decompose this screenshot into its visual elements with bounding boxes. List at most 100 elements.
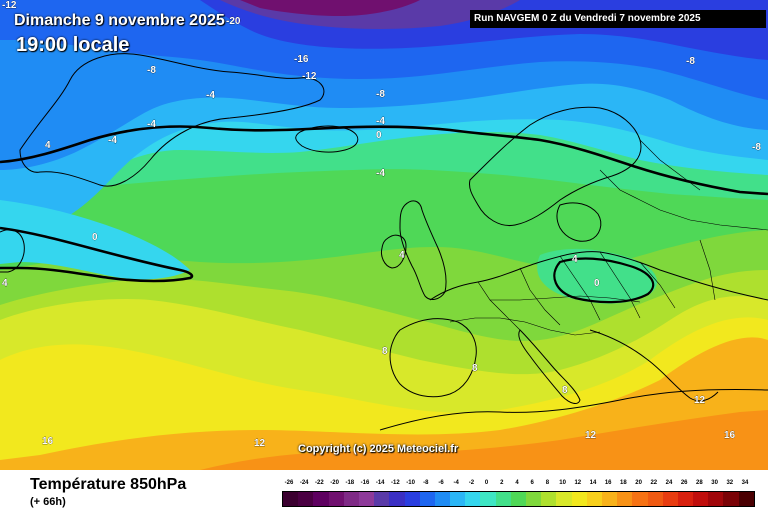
scale-label: -14 [375, 480, 385, 486]
scale-swatch [328, 492, 344, 506]
field-poland-pocket [537, 248, 658, 304]
scale-label: -24 [299, 480, 309, 486]
lead-time: (+ 66h) [30, 496, 66, 508]
scale-label: 32 [726, 480, 734, 486]
border-2 [519, 267, 561, 326]
isotherm-label-16-east: 16 [724, 430, 736, 441]
field-magenta [240, 0, 420, 16]
scale-label: -20 [330, 480, 339, 486]
scale-swatch [298, 492, 314, 506]
scale-label: 10 [559, 480, 566, 486]
scale-swatch [526, 492, 542, 506]
scale-swatch [693, 492, 709, 506]
scale-swatch [738, 492, 754, 506]
temperature-map: -12 -20 -16 -12 -8 -4 -8 -4 -4 4 -4 0 -4… [0, 0, 768, 470]
isotherm-label-8-france: 8 [382, 346, 388, 357]
scale-label: 14 [589, 480, 597, 486]
color-scale-bar [282, 491, 755, 507]
scale-swatch [480, 492, 496, 506]
scale-swatch [419, 492, 435, 506]
isotherm-zero-west [0, 226, 194, 283]
scale-swatch [662, 492, 678, 506]
map-canvas [0, 0, 768, 470]
scale-label: -4 [453, 480, 459, 486]
border-5 [639, 261, 676, 309]
scale-label: -16 [360, 480, 370, 486]
scale-label: 2 [500, 480, 504, 486]
scale-label: -6 [438, 480, 444, 486]
scale-swatch [647, 492, 663, 506]
footer: Température 850hPa (+ 66h) -26 -24 -22 -20-… [0, 470, 768, 512]
copyright-notice: Copyright (c) 2025 Meteociel.fr [298, 443, 459, 455]
coast-iberia [389, 318, 477, 398]
scale-swatch [495, 492, 511, 506]
label-layer: -12 -20 -16 -12 -8 -4 -8 -4 -4 4 -4 0 -4… [2, 0, 762, 449]
scale-label: -22 [315, 480, 324, 486]
scale-label: -2 [468, 480, 475, 486]
scale-swatch [708, 492, 724, 506]
coast-greenland [19, 53, 325, 187]
scale-label: -26 [284, 480, 294, 486]
border-4 [599, 251, 641, 319]
scale-swatch [450, 492, 466, 506]
scale-label: 0 [484, 480, 489, 486]
isotherm-label-0-poland: 0 [594, 278, 600, 289]
isotherm-label-4-westedge: 4 [2, 278, 8, 289]
border-8 [599, 169, 768, 231]
scale-label: 4 [515, 480, 519, 486]
coast-africa [379, 388, 768, 431]
border-7 [490, 295, 641, 303]
scale-label: -12 [391, 480, 400, 486]
isotherm-label-8-mid: -8 [376, 89, 385, 100]
field-cyan-lobe [0, 200, 190, 280]
coastlines [0, 53, 768, 431]
scale-swatch [434, 492, 451, 506]
coast-balkans [589, 329, 719, 402]
scale-swatch [617, 492, 633, 506]
scale-swatch [723, 492, 739, 506]
isotherm-zero [0, 125, 768, 196]
isotherm-label-4-norway: -4 [376, 168, 385, 179]
coast-ireland [381, 234, 407, 269]
border-10 [699, 239, 716, 301]
scale-swatch [343, 492, 359, 506]
isotherm-label-0-west: 0 [92, 232, 98, 243]
scale-label: 34 [741, 480, 749, 486]
isotherm-label-12-greece: 12 [694, 395, 706, 406]
isotherm-label-12-africa: 12 [585, 430, 597, 441]
forecast-date: Dimanche 9 novembre 2025 [14, 12, 225, 29]
scale-swatch [586, 492, 602, 506]
isotherm-label-8-east: -8 [686, 56, 695, 67]
scale-swatch [677, 492, 694, 506]
run-info-banner: Run NAVGEM 0 Z du Vendredi 7 novembre 20… [470, 10, 766, 28]
scale-label: -18 [345, 480, 355, 486]
scale-swatch [601, 492, 618, 506]
scale-swatch [541, 492, 557, 506]
scale-swatch [571, 492, 587, 506]
isotherm-label-8-farright: -8 [752, 142, 761, 153]
scale-label: 16 [604, 480, 612, 486]
coast-italy [518, 329, 581, 404]
scale-label: 30 [711, 480, 718, 486]
scale-swatch [358, 492, 375, 506]
field-africa [200, 410, 768, 470]
isotherm-label-8-west: -8 [147, 65, 156, 76]
borders [449, 139, 768, 336]
scale-swatch [313, 492, 329, 506]
coast-europe [429, 251, 768, 301]
isotherm-label-12-topleft: -12 [2, 0, 17, 11]
scale-label: 18 [620, 480, 627, 486]
variable-title: Température 850hPa [30, 476, 187, 493]
isotherm-label-16: -16 [294, 54, 309, 65]
isotherm-label-12-atlantic: 12 [254, 438, 266, 449]
scale-label: 6 [530, 480, 534, 486]
isotherm-label-20-top: -20 [226, 16, 241, 27]
coast-baltic [556, 202, 602, 242]
border-3 [559, 255, 601, 321]
isotherm-label-0-north: 0 [376, 130, 382, 141]
coast-britain [399, 200, 447, 300]
scale-swatch [404, 492, 420, 506]
scale-swatch [510, 492, 526, 506]
isotherm-zero-poland [553, 257, 655, 304]
scale-swatch [389, 492, 405, 506]
